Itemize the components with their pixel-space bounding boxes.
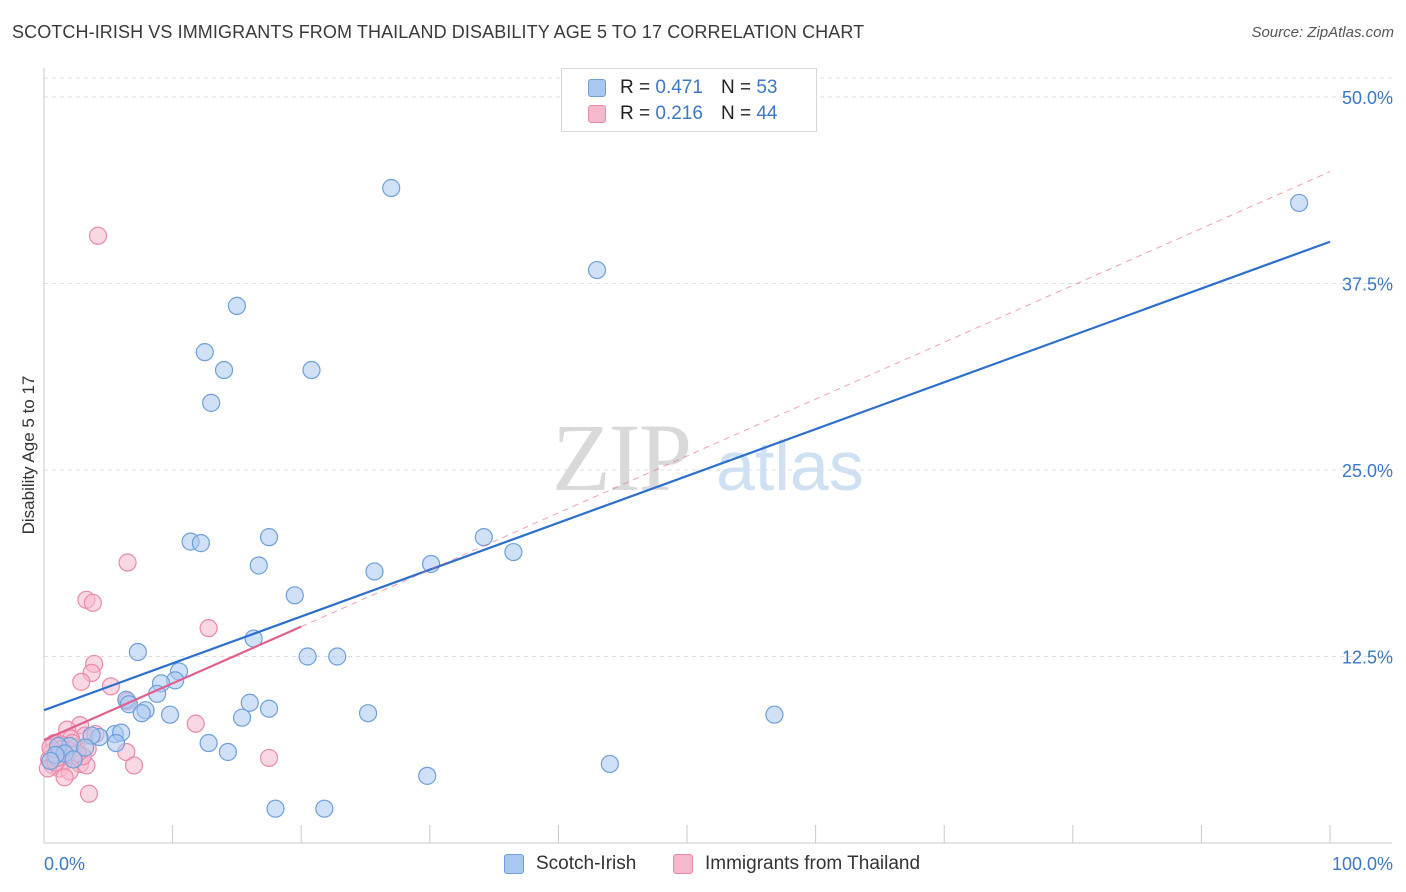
data-point [240,693,259,712]
data-point [259,528,279,547]
data-point [124,756,144,775]
bottom-legend-thailand: Immigrants from Thailand [673,852,920,876]
data-point [249,556,268,575]
x-tick-label: 100.0% [1332,854,1393,874]
legend-n-label: N = [720,77,752,98]
data-point [315,799,334,818]
data-point [186,714,205,733]
legend-r-label: R = [620,103,651,124]
data-point [298,647,317,666]
series-scotch-irish-points [41,178,1309,818]
data-point [1290,193,1309,213]
bottom-legend-swatch-blue [504,854,524,874]
watermark: ZIP atlas [552,404,864,511]
trendline-thailand-extension [300,171,1331,628]
data-point [765,705,784,724]
data-point [328,647,347,666]
y-tick-label: 37.5% [1342,275,1393,295]
tick-label-layer: 12.5% 25.0% 37.5% 50.0% 0.0% 100.0% [44,88,1393,874]
legend-swatch-blue [588,79,606,97]
y-tick-label: 25.0% [1342,461,1393,481]
data-point [259,699,279,718]
data-point [365,562,384,581]
bottom-legend-swatch-pink [673,854,693,874]
data-point [358,704,378,723]
legend-n-value: 44 [756,103,778,124]
trendline-thailand [43,625,302,742]
correlation-legend: R = 0.471 N = 53 R = 0.216 N = 44 [561,68,817,132]
data-point [232,708,252,727]
y-tick-label: 50.0% [1342,88,1393,108]
bottom-legend-scotch-irish: Scotch-Irish [504,852,636,876]
legend-r-value: 0.216 [655,103,703,124]
data-point [195,343,214,362]
data-point [504,542,523,562]
data-point [218,742,237,762]
legend-r-value: 0.471 [655,77,703,98]
bottom-legend-label: Immigrants from Thailand [705,853,921,874]
data-point [118,553,137,572]
data-point [132,704,151,723]
y-tick-label: 12.5% [1342,648,1393,668]
data-point [202,393,221,412]
data-point [227,296,246,315]
legend-row-thailand: R = 0.216 N = 44 [588,102,777,126]
trendline-scotch-irish [43,240,1331,712]
trend-layer [43,171,1331,742]
data-point [587,260,607,280]
data-point [76,738,95,757]
data-point [199,733,218,753]
legend-r-label: R = [620,77,651,98]
data-point [106,733,126,753]
data-point [72,672,91,691]
bottom-legend-label: Scotch-Irish [536,853,637,874]
data-point [79,784,99,803]
data-point [382,178,401,198]
data-point [191,534,210,553]
x-tick-label: 0.0% [44,854,85,874]
legend-row-scotch-irish: R = 0.471 N = 53 [588,76,777,100]
data-point [83,593,102,612]
data-point [214,360,234,380]
data-point [199,619,218,638]
data-point [55,768,74,787]
y-axis-label: Disability Age 5 to 17 [19,376,38,535]
watermark-atlas: atlas [716,427,864,505]
legend-swatch-pink [588,105,606,123]
watermark-zip: ZIP [552,404,690,511]
chart-title: SCOTCH-IRISH VS IMMIGRANTS FROM THAILAND… [12,22,865,42]
data-point [266,799,285,818]
data-point [160,705,180,724]
data-point [41,751,60,771]
data-point [474,528,493,547]
data-point [259,748,279,768]
data-point [600,754,619,774]
axis-layer [43,68,1392,844]
legend-n-label: N = [720,103,752,124]
data-point [302,360,321,380]
data-point [88,226,108,245]
legend-n-value: 53 [756,77,778,98]
data-point [285,586,304,605]
data-point [64,750,83,769]
data-point [128,642,147,662]
source-credit: Source: ZipAtlas.com [1251,24,1394,41]
data-point [418,766,437,785]
